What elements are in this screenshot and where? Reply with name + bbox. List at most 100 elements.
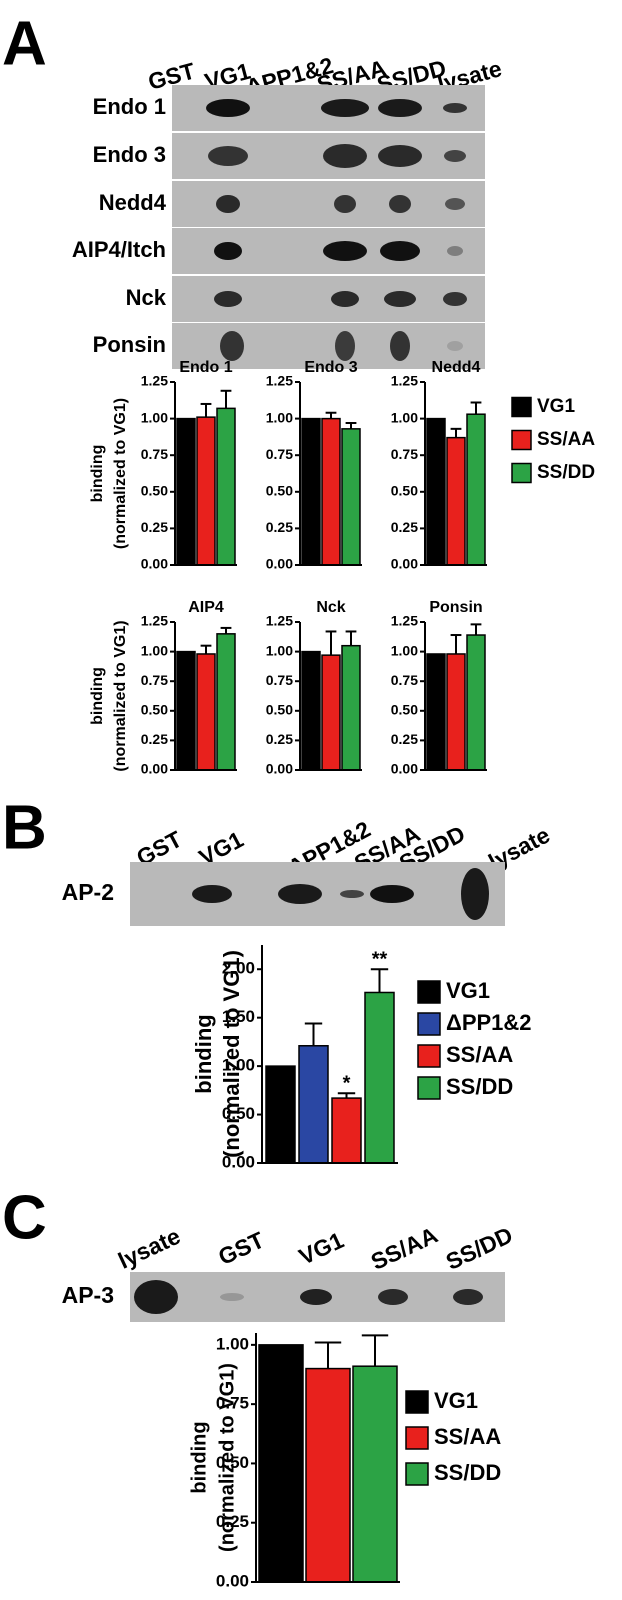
y-tick-label: 0.75: [141, 446, 168, 462]
blot-band: [461, 868, 489, 920]
y-axis-label: (normalized to VG1): [216, 1363, 238, 1552]
blot-band: [331, 291, 359, 307]
bar: [298, 1045, 329, 1164]
bar: [321, 417, 341, 566]
y-tick-label: 0.00: [391, 556, 418, 572]
y-axis-label: binding: [191, 1014, 216, 1093]
blot-band: [378, 1289, 408, 1305]
y-tick-label: 0.00: [141, 556, 168, 572]
y-tick-label: 1.00: [141, 642, 168, 658]
legend-swatch: [417, 1076, 441, 1100]
y-tick-label: 0.75: [141, 672, 168, 688]
blot-band: [335, 331, 355, 361]
blot-band: [300, 1289, 332, 1305]
y-tick-label: 1.25: [141, 613, 168, 629]
legend-label: VG1: [446, 978, 490, 1003]
y-tick-label: 1.00: [141, 409, 168, 425]
y-tick-label: 0.75: [266, 672, 293, 688]
significance-label: **: [372, 949, 388, 971]
blot-band: [447, 341, 463, 351]
bar: [301, 417, 321, 566]
y-tick-label: 0.25: [266, 519, 293, 535]
y-tick-label: 1.25: [141, 373, 168, 389]
row-label: Nedd4: [99, 190, 167, 215]
legend-label: VG1: [434, 1388, 478, 1413]
panel-letter: A: [2, 9, 47, 78]
y-tick-label: 1.25: [266, 373, 293, 389]
blot-band: [192, 885, 232, 903]
bar: [301, 650, 321, 771]
blot-band: [445, 198, 465, 210]
blot-band: [214, 242, 242, 260]
blot-band: [323, 241, 367, 261]
y-tick-label: 0.00: [141, 761, 168, 777]
y-axis-label: binding: [89, 445, 106, 503]
y-tick-label: 0.50: [391, 483, 418, 499]
y-tick-label: 0.50: [141, 483, 168, 499]
y-tick-label: 0.25: [391, 519, 418, 535]
panel-letter: B: [2, 793, 47, 862]
row-label: Endo 3: [93, 142, 166, 167]
blot-band: [208, 146, 248, 166]
legend-swatch: [405, 1390, 429, 1414]
lane-label: lysate: [114, 1223, 184, 1274]
y-tick-label: 1.25: [391, 613, 418, 629]
bar: [426, 653, 446, 771]
y-tick-label: 1.00: [222, 1056, 255, 1075]
y-tick-label: 1.00: [391, 409, 418, 425]
bar: [305, 1367, 351, 1583]
lane-label: GST: [214, 1226, 268, 1270]
legend-swatch: [511, 396, 532, 418]
row-label: AIP4/Itch: [72, 237, 166, 262]
blot-band: [340, 890, 364, 898]
y-axis-label: binding: [188, 1421, 210, 1493]
y-tick-label: 1.00: [266, 409, 293, 425]
y-tick-label: 0.00: [222, 1152, 255, 1171]
bar: [446, 436, 466, 566]
legend-label: SS/AA: [537, 429, 595, 450]
bar: [265, 1065, 296, 1164]
legend-label: SS/DD: [446, 1074, 513, 1099]
blot-band: [378, 99, 422, 117]
panel-letter: C: [2, 1183, 47, 1252]
y-tick-label: 0.00: [216, 1571, 249, 1590]
y-tick-label: 0.00: [391, 761, 418, 777]
chart-title: Nedd4: [432, 359, 481, 376]
y-tick-label: 0.25: [216, 1512, 249, 1531]
y-tick-label: 0.25: [141, 519, 168, 535]
y-tick-label: 0.50: [266, 483, 293, 499]
y-tick-label: 0.00: [266, 761, 293, 777]
legend-swatch: [511, 429, 532, 451]
blot-band: [444, 150, 466, 162]
legend-label: VG1: [537, 396, 575, 417]
bar: [364, 991, 395, 1164]
y-tick-label: 0.50: [216, 1453, 249, 1472]
blot-band: [380, 241, 420, 261]
bar: [216, 633, 236, 771]
blot-band: [378, 145, 422, 167]
legend-label: SS/AA: [434, 1424, 501, 1449]
legend-label: SS/DD: [537, 462, 595, 483]
chart-title: Nck: [316, 599, 345, 616]
bar: [196, 416, 216, 566]
chart-title: Endo 1: [179, 359, 232, 376]
blot-band: [321, 99, 369, 117]
y-axis-label: (normalized to VG1): [219, 950, 244, 1158]
blot-band: [443, 292, 467, 306]
significance-label: *: [343, 1073, 351, 1095]
bar: [466, 413, 486, 566]
row-label: AP-2: [62, 879, 114, 905]
blot-band: [334, 195, 356, 213]
chart-title: AIP4: [188, 599, 224, 616]
legend-swatch: [511, 462, 532, 484]
chart-title: Ponsin: [429, 599, 482, 616]
y-tick-label: 0.50: [222, 1104, 255, 1123]
y-tick-label: 0.50: [266, 702, 293, 718]
bar: [176, 650, 196, 771]
legend-swatch: [405, 1426, 429, 1450]
blot-band: [447, 246, 463, 256]
legend-swatch: [417, 1044, 441, 1068]
y-axis-label: (normalized to VG1): [112, 620, 129, 771]
blot-band: [384, 291, 416, 307]
row-label: Endo 1: [93, 94, 166, 119]
